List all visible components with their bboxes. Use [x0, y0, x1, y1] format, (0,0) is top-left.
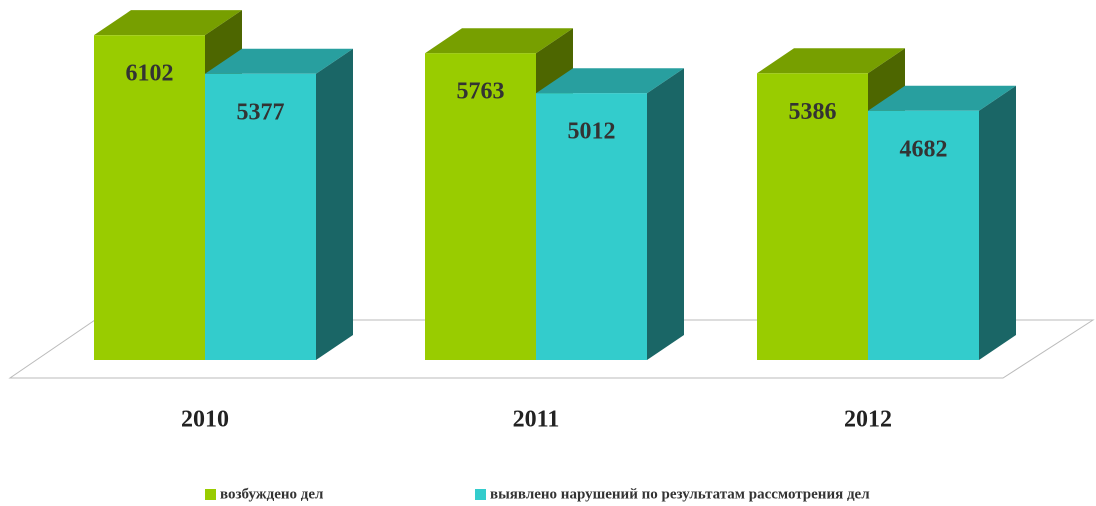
bar	[536, 93, 647, 360]
bar	[94, 35, 205, 360]
floor	[8, 319, 1095, 379]
data-label: 4682	[900, 136, 948, 162]
x-tick-label: 2011	[513, 407, 560, 433]
bar	[425, 53, 536, 360]
data-label: 5012	[568, 119, 616, 145]
bar	[868, 110, 979, 361]
bar-top	[536, 68, 684, 94]
bar-top	[425, 28, 573, 54]
bar-side	[647, 68, 684, 360]
legend-label: выявлено нарушений по результатам рассмо…	[490, 486, 870, 502]
bar	[205, 73, 316, 361]
legend-label: возбуждено дел	[220, 486, 324, 502]
legend-swatch	[205, 489, 216, 500]
data-label: 5377	[237, 99, 285, 125]
x-tick-label: 2010	[181, 407, 229, 433]
bar-top	[94, 10, 242, 36]
bar	[757, 73, 868, 361]
data-label: 5763	[457, 79, 505, 105]
bar-side	[979, 85, 1016, 361]
data-label: 6102	[126, 61, 174, 87]
bar-top	[205, 48, 353, 74]
x-tick-label: 2012	[844, 407, 892, 433]
legend-swatch	[475, 489, 486, 500]
bar-top	[757, 48, 905, 74]
bar-side	[316, 48, 353, 361]
data-label: 5386	[789, 99, 837, 125]
bar-top	[868, 85, 1016, 111]
